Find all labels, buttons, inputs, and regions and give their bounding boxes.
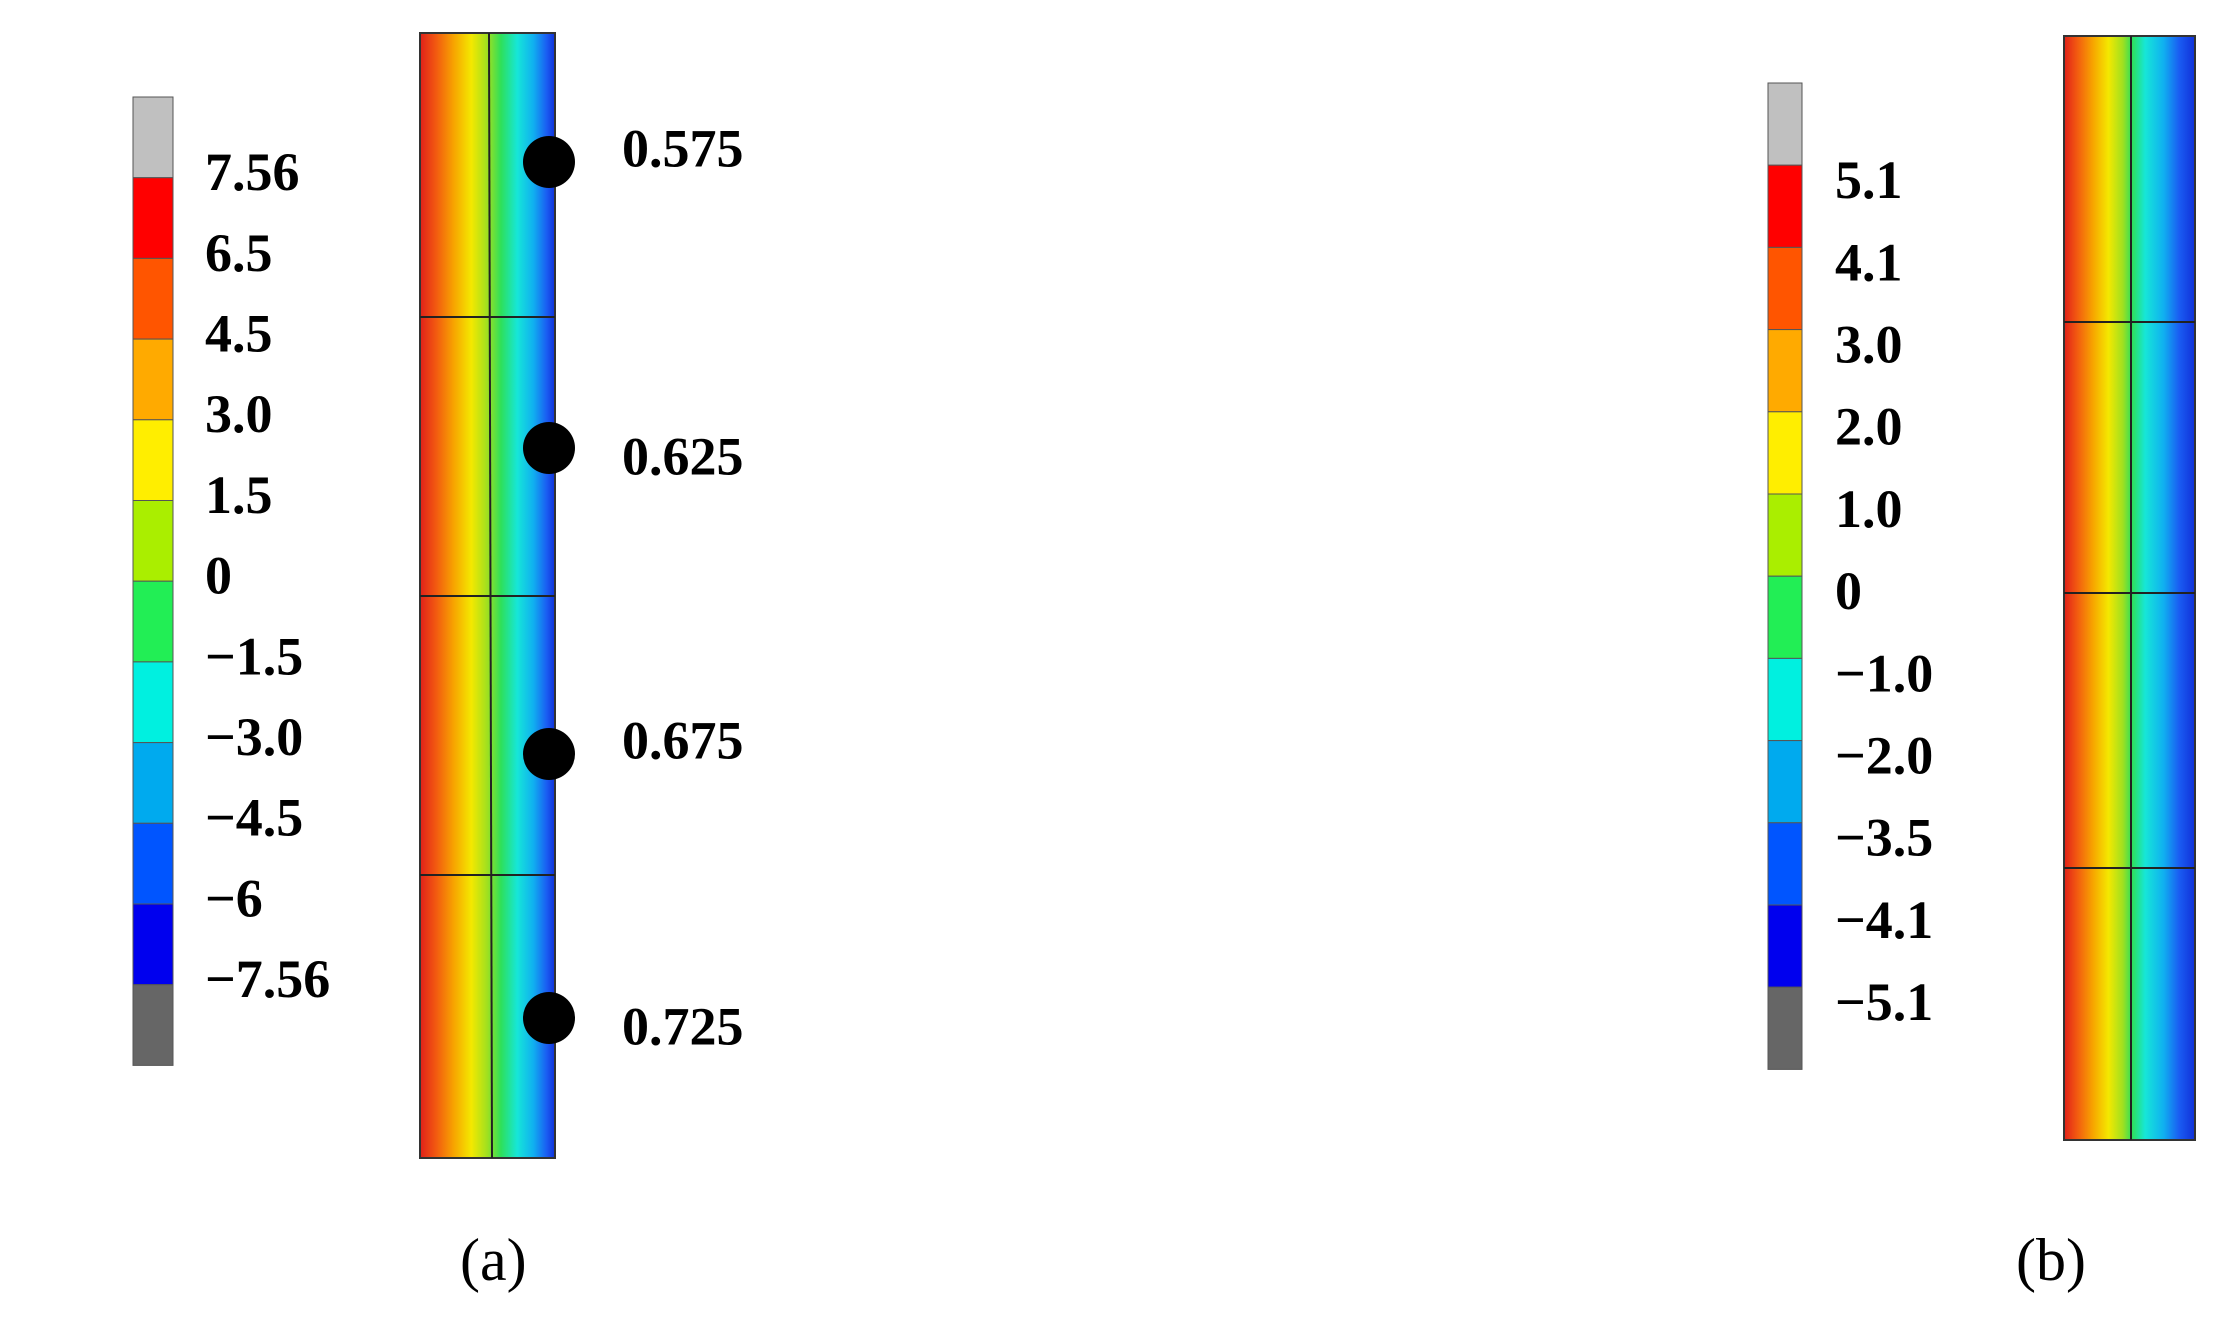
legend-label: −3.5 [1835,808,1933,868]
legend-label: −4.1 [1835,890,1933,950]
legend-label: 1.0 [1835,479,1903,539]
legend-label: 6.5 [205,223,273,283]
legend-label: 3.0 [205,384,273,444]
legend-label: −4.5 [205,788,303,848]
legend-label: −3.0 [205,707,303,767]
probe-point [523,422,575,474]
legend-label: −2.0 [1835,726,1933,786]
legend-swatch [132,500,174,582]
legend-swatch [1767,411,1803,495]
legend-label: −7.56 [205,949,330,1009]
probe-label: 0.675 [622,710,744,770]
legend-swatch [132,742,174,824]
legend-swatch [1767,657,1803,742]
legend-swatch [132,580,174,663]
legend-label: −1.5 [205,626,303,686]
legend-swatch [132,661,174,744]
legend-swatch [1767,82,1803,166]
legend-swatch [1767,740,1803,824]
probe-label: 0.575 [622,118,744,178]
legend-label: 0 [1835,561,1862,621]
contour-column-b [2063,35,2196,1141]
legend-swatch [132,177,174,259]
legend-label: 4.1 [1835,232,1903,292]
legend-swatch [132,822,174,905]
legend-label: 0 [205,546,232,606]
legend-label: −1.0 [1835,643,1933,703]
probe-label: 0.625 [622,426,744,486]
probe-point [523,992,575,1044]
legend-swatch [1767,164,1803,248]
legend-swatch [1767,904,1803,988]
probe-label: 0.725 [622,996,744,1056]
legend-swatch [1767,575,1803,659]
legend-swatch [132,257,174,340]
contour-column-a [419,32,556,1159]
legend-swatch [132,903,174,986]
legend-label: 1.5 [205,465,273,525]
legend-swatch [1767,493,1803,577]
panel-label: (b) [2016,1227,2086,1293]
probe-point [523,136,575,188]
legend-label: 2.0 [1835,397,1903,457]
legend-swatch [1767,246,1803,331]
legend-label: −5.1 [1835,972,1933,1032]
legend-label: 7.56 [205,142,300,202]
legend-label: 5.1 [1835,150,1903,210]
probe-point [523,728,575,780]
legend-swatch [1767,822,1803,906]
legend-swatch [132,984,174,1066]
legend-swatch [1767,986,1803,1070]
legend-label: 4.5 [205,303,273,363]
panel-label: (a) [460,1227,527,1293]
legend-label: −6 [205,868,263,928]
legend-label: 3.0 [1835,315,1903,375]
legend-swatch [132,96,174,179]
legend-swatch [1767,329,1803,413]
legend-swatch [132,338,174,421]
legend-swatch [132,419,174,501]
